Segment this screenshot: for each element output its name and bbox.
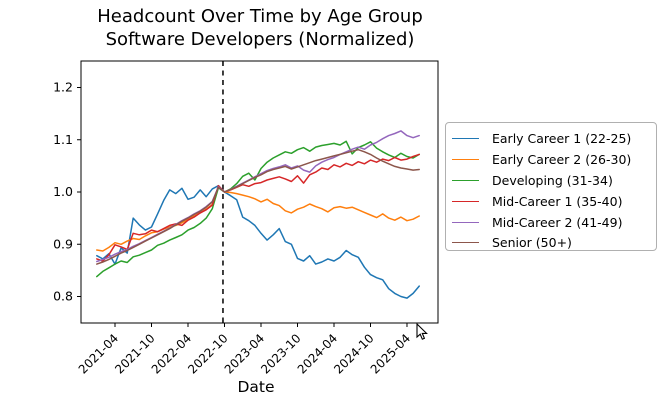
legend-label: Early Career 2 (26-30) — [492, 151, 632, 167]
legend-item: Early Career 2 (26-30) — [452, 149, 656, 170]
series-line-developing-31-34 — [96, 140, 420, 278]
legend-box: Early Career 1 (22-25) Early Career 2 (26… — [445, 122, 657, 251]
legend-item: Senior (50+) — [452, 232, 656, 253]
chart-subtitle: Software Developers (Normalized) — [105, 29, 415, 50]
legend-item: Mid-Career 1 (35-40) — [452, 191, 656, 212]
y-tick-label: 1.0 — [53, 184, 73, 199]
legend-line-swatch — [452, 221, 479, 223]
legend-label: Senior (50+) — [492, 235, 572, 251]
y-tick-label: 0.8 — [53, 289, 73, 304]
legend-label: Early Career 1 (22-25) — [492, 130, 632, 146]
legend-line-swatch — [452, 242, 479, 244]
legend-label: Mid-Career 2 (41-49) — [492, 214, 623, 230]
legend-item: Mid-Career 2 (41-49) — [452, 212, 656, 233]
x-tick-label: 2025-04 — [368, 331, 413, 376]
series-line-senior-50 — [96, 148, 420, 265]
series-line-early-career-2-26-30 — [96, 186, 420, 252]
series-line-early-career-1-22-25 — [96, 184, 420, 299]
y-tick-label: 1.2 — [53, 80, 73, 95]
x-axis-label: Date — [237, 378, 274, 396]
series-line-mid-career-1-35-40 — [96, 153, 420, 262]
legend-line-swatch — [452, 200, 479, 202]
legend-line-swatch — [452, 179, 479, 181]
y-tick-label: 0.9 — [53, 236, 73, 251]
plot-area — [81, 61, 438, 323]
legend-label: Mid-Career 1 (35-40) — [492, 193, 623, 209]
legend-item: Early Career 1 (22-25) — [452, 128, 656, 149]
legend-line-swatch — [452, 137, 479, 139]
legend-label: Developing (31-34) — [492, 172, 613, 188]
axes-frame — [80, 60, 439, 324]
mouse-cursor-icon — [416, 323, 428, 340]
chart-header: Headcount Over Time by Age Group Softwar… — [97, 5, 423, 51]
chart-title: Headcount Over Time by Age Group — [97, 6, 423, 27]
y-tick-label: 1.1 — [53, 132, 73, 147]
legend-line-swatch — [452, 158, 479, 160]
legend-item: Developing (31-34) — [452, 170, 656, 191]
